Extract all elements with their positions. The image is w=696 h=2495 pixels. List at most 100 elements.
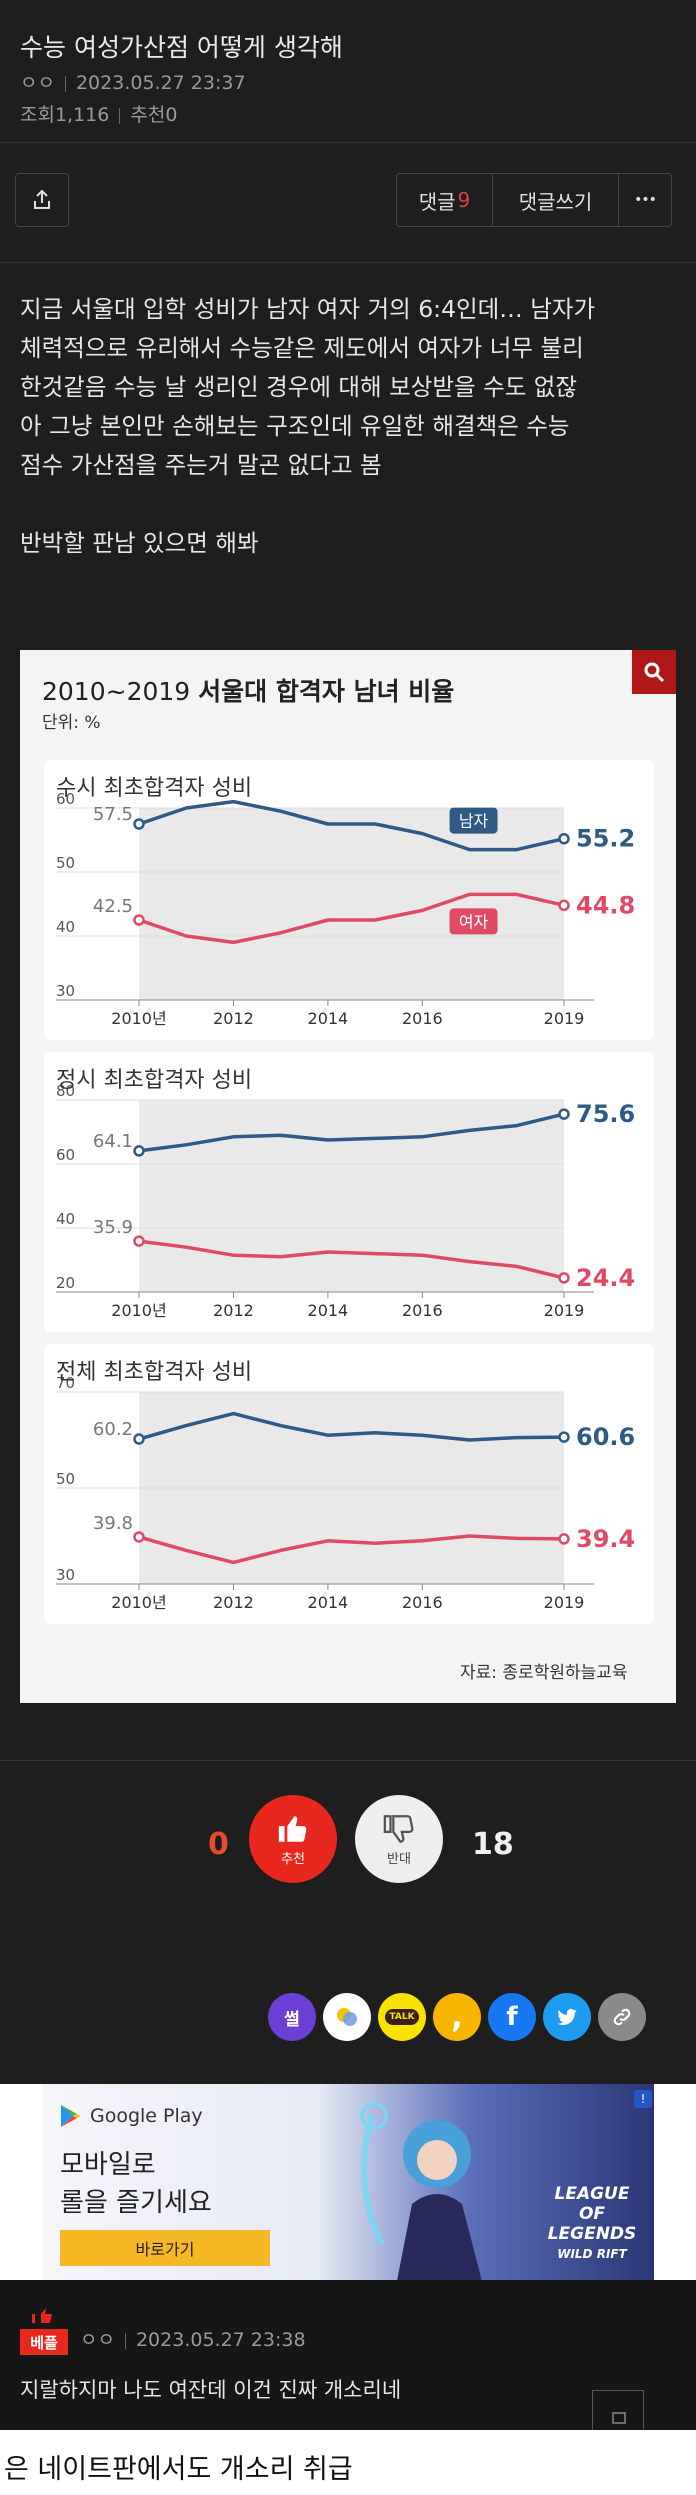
y-tick-label: 20 xyxy=(56,1274,75,1292)
best-badge-label: 베플 xyxy=(20,2329,68,2355)
x-tick-label: 2016 xyxy=(402,1009,443,1028)
author-name[interactable]: ㅇㅇ xyxy=(20,72,55,94)
share-button[interactable] xyxy=(15,173,69,227)
ad-creative[interactable]: Google Play 모바일로 롤을 즐기세요 바로가기 LEAGUE OF … xyxy=(42,2084,654,2281)
post-body: 지금 서울대 입학 성비가 남자 여자 거의 6:4인데… 남자가 체력적으로 … xyxy=(20,290,680,563)
start-value-label: 60.2 xyxy=(93,1419,133,1440)
comment-author[interactable]: ㅇㅇ xyxy=(80,2329,115,2351)
view-count: 조회1,116 xyxy=(20,104,110,126)
like-label: 추천 xyxy=(281,1851,305,1867)
zoom-button[interactable] xyxy=(632,650,676,694)
caption-area xyxy=(0,2430,696,2495)
y-tick-label: 30 xyxy=(56,1566,75,1584)
chart-panel: 60 50 40 30 2010년 2012 2014 2016 2019 57.5 55.2 42.… xyxy=(44,760,654,1040)
game-logo: LEAGUE OF LEGENDS WILD RIFT xyxy=(542,2184,642,2264)
x-tick-label: 2014 xyxy=(308,1301,349,1320)
end-value-label: 60.6 xyxy=(576,1423,635,1451)
x-tick-label: 2010년 xyxy=(111,1009,166,1028)
thumbs-up-icon xyxy=(278,1815,307,1842)
meta-divider xyxy=(119,107,121,124)
recommend-count: 추천0 xyxy=(130,104,178,126)
thumbs-up-icon xyxy=(32,2308,52,2323)
like-button[interactable]: 추천 xyxy=(249,1795,337,1883)
x-tick-label: 2014 xyxy=(308,1009,349,1028)
kakao-story-glyph xyxy=(337,2008,357,2026)
kakao-story-icon[interactable] xyxy=(323,1993,371,2041)
plot-area xyxy=(139,1100,564,1292)
ssul-label: 썰 xyxy=(284,2009,300,2030)
ssul-icon[interactable]: 썰 xyxy=(268,1993,316,2041)
comment-reply-button[interactable] xyxy=(592,2390,644,2430)
x-tick-label: 2010년 xyxy=(111,1593,166,1612)
reply-icon xyxy=(612,2412,626,2424)
x-tick-label: 2010년 xyxy=(111,1301,166,1320)
ad-cta-button[interactable]: 바로가기 xyxy=(60,2230,270,2266)
post-action-buttons: 댓글 9 댓글쓰기 ••• xyxy=(396,173,672,227)
game-logo-sub: WILD RIFT xyxy=(557,2247,627,2261)
google-play-logo: Google Play xyxy=(60,2104,203,2128)
post-title: 수능 여성가산점 어떻게 생각해 xyxy=(20,33,343,62)
divider xyxy=(0,142,696,143)
link-icon[interactable] xyxy=(598,1993,646,2041)
post-datetime: 2023.05.27 23:37 xyxy=(75,72,246,94)
chart-title-range: 2010~2019 xyxy=(42,677,191,706)
end-value-label: 55.2 xyxy=(576,825,635,853)
chain-link-glyph xyxy=(613,2008,631,2026)
line-chart: 70 50 30 2010년 2012 2014 2016 2019 60.2 60.6 39.8 3… xyxy=(56,1374,635,1612)
data-point xyxy=(558,1431,570,1443)
x-tick-label: 2019 xyxy=(544,1593,585,1612)
write-comment-button[interactable]: 댓글쓰기 xyxy=(493,174,619,226)
comma-icon[interactable]: , xyxy=(433,1993,481,2041)
game-logo-title: LEAGUE OF LEGENDS xyxy=(547,2184,637,2244)
facebook-icon[interactable]: f xyxy=(488,1993,536,2041)
end-value-label: 24.4 xyxy=(576,1264,635,1292)
comment-text: 지랄하지마 나도 여잔데 이건 진짜 개소리네 xyxy=(20,2378,402,2402)
dislike-label: 반대 xyxy=(387,1851,411,1867)
twitter-bird-glyph xyxy=(557,2009,577,2026)
legend-tag xyxy=(449,807,498,834)
more-button[interactable]: ••• xyxy=(634,192,657,208)
chart-panel: 70 50 30 2010년 2012 2014 2016 2019 60.2 60.6 39.8 3… xyxy=(44,1344,654,1624)
ad-info-icon[interactable]: ! xyxy=(634,2090,652,2108)
thumbs-down-icon xyxy=(383,1814,414,1843)
chart-image[interactable]: 2010~2019 서울대 합격자 남녀 비율 단위: % 60 50 40 30 20… xyxy=(20,650,676,1703)
y-tick-label: 50 xyxy=(56,1470,75,1488)
x-tick-label: 2012 xyxy=(213,1593,254,1612)
chart-source: 자료: 종로학원하늘교육 xyxy=(460,1663,628,1683)
y-tick-label: 50 xyxy=(56,854,75,872)
data-point xyxy=(558,1272,570,1284)
data-point xyxy=(133,1531,145,1543)
chart-title: 2010~2019 서울대 합격자 남녀 비율 xyxy=(42,672,454,708)
x-tick-label: 2012 xyxy=(213,1009,254,1028)
kakaotalk-icon[interactable]: TALK xyxy=(378,1993,426,2041)
y-tick-label: 40 xyxy=(56,1210,75,1228)
data-point xyxy=(558,1533,570,1545)
dislike-button[interactable]: 반대 xyxy=(355,1795,443,1883)
plot-area xyxy=(139,808,564,1000)
end-value-label: 39.4 xyxy=(576,1525,635,1553)
twitter-icon[interactable] xyxy=(543,1993,591,2041)
x-tick-label: 2014 xyxy=(308,1593,349,1612)
series-line-female xyxy=(138,892,565,945)
y-tick-label: 80 xyxy=(56,1082,75,1100)
x-tick-label: 2012 xyxy=(213,1301,254,1320)
end-value-label: 75.6 xyxy=(576,1100,635,1128)
series-line-female xyxy=(138,1534,565,1565)
comments-count: 9 xyxy=(457,188,471,212)
body-line: 지금 서울대 입학 성비가 남자 여자 거의 6:4인데… 남자가 xyxy=(20,295,596,323)
panel-title: 수시 최초합격자 성비 xyxy=(56,776,253,801)
legend-tag xyxy=(449,908,498,935)
comments-button[interactable]: 댓글 9 xyxy=(397,174,493,226)
kakaotalk-label: TALK xyxy=(385,2009,419,2025)
share-icon xyxy=(34,189,50,209)
ad-banner[interactable]: Google Play 모바일로 롤을 즐기세요 바로가기 LEAGUE OF … xyxy=(0,2084,696,2281)
chart-title-main: 서울대 합격자 남녀 비율 xyxy=(198,677,455,706)
ad-headline: 모바일로 롤을 즐기세요 xyxy=(60,2150,212,2218)
google-play-text: Google Play xyxy=(90,2105,203,2127)
panel-title: 전체 최초합격자 성비 xyxy=(56,1360,253,1385)
ad-character-illustration xyxy=(360,2102,482,2281)
comment-datetime: 2023.05.27 23:38 xyxy=(135,2329,306,2351)
panel-title: 정시 최초합격자 성비 xyxy=(56,1068,253,1093)
chart-panel: 80 60 40 20 2010년 2012 2014 2016 2019 64.1 75.6 35.… xyxy=(44,1052,654,1332)
start-value-label: 42.5 xyxy=(93,896,133,917)
